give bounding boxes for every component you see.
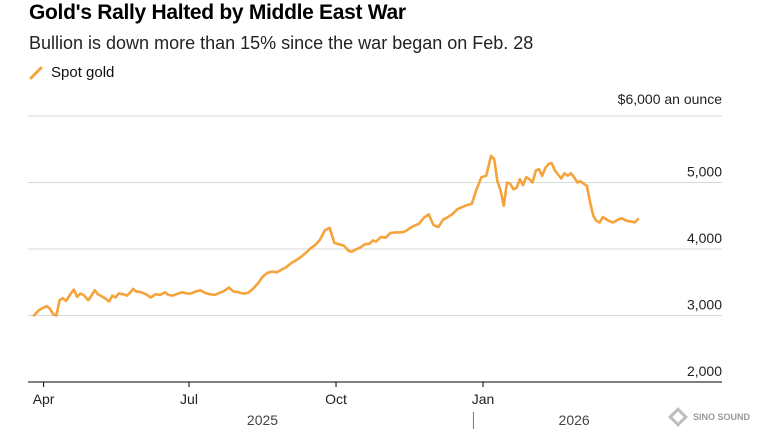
y-tick-label-3000: 3,000	[687, 297, 722, 313]
year-label-2026: 2026	[559, 412, 590, 428]
watermark-text: SINO SOUND	[692, 412, 750, 422]
y-unit-label: $6,000 an ounce	[618, 91, 723, 107]
x-tick-label-apr: Apr	[33, 391, 55, 407]
series-line-spot-gold	[32, 154, 640, 317]
legend: Spot gold	[29, 64, 114, 81]
legend-label: Spot gold	[51, 64, 115, 81]
y-tick-label-2000: 2,000	[687, 363, 722, 379]
x-tick-label-oct: Oct	[325, 391, 347, 407]
y-tick-label-4000: 4,000	[687, 230, 722, 246]
diamond-logo-icon	[668, 407, 688, 427]
legend-line-icon	[29, 66, 43, 79]
x-tick-label-jul: Jul	[180, 391, 198, 407]
chart-subtitle: Bullion is down more than 15% since the …	[29, 33, 534, 53]
y-tick-label-5000: 5,000	[687, 164, 722, 180]
watermark: SINO SOUND	[667, 406, 750, 428]
chart-title: Gold's Rally Halted by Middle East War	[29, 1, 406, 24]
year-label-2025: 2025	[247, 412, 278, 428]
x-tick-label-jan: Jan	[472, 391, 495, 407]
